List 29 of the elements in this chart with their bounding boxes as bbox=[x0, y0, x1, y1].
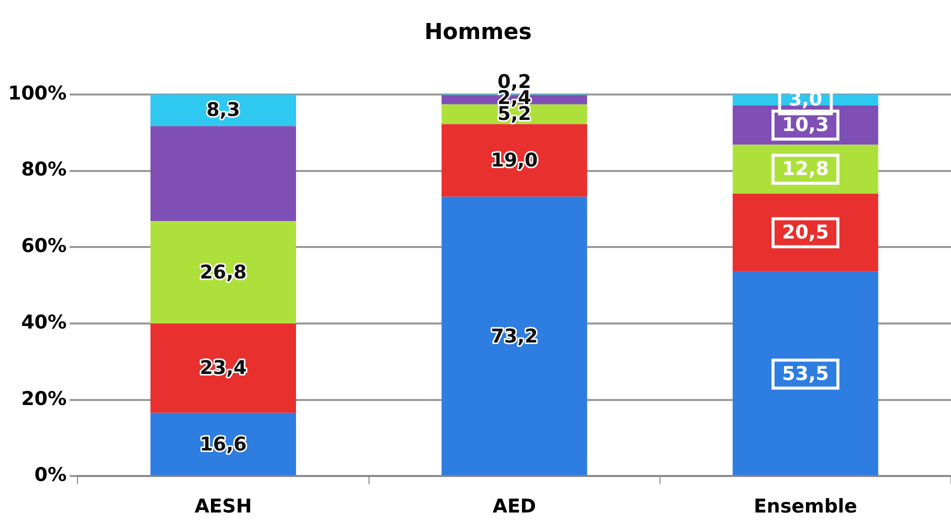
y-tick-label: 100% bbox=[8, 82, 67, 104]
chart-title: Hommes bbox=[424, 20, 532, 45]
x-tick-label: Ensemble bbox=[754, 496, 858, 518]
x-tick-label: AED bbox=[492, 496, 536, 518]
bar bbox=[442, 124, 588, 197]
data-label: 20,5 bbox=[782, 222, 829, 244]
data-label: 23,4 bbox=[200, 357, 247, 380]
data-label: 8,3 bbox=[206, 99, 240, 122]
y-tick-label: 0% bbox=[34, 464, 67, 486]
y-tick-label: 40% bbox=[21, 311, 67, 334]
bar bbox=[150, 126, 296, 222]
bar bbox=[150, 323, 296, 413]
y-tick-label: 60% bbox=[21, 235, 67, 258]
data-label: 73,2 bbox=[490, 325, 538, 348]
data-label: 26,8 bbox=[200, 261, 247, 284]
y-tick-label: 20% bbox=[21, 388, 67, 410]
bar bbox=[732, 194, 878, 272]
data-label: 12,8 bbox=[782, 158, 829, 180]
bar bbox=[732, 272, 878, 476]
data-label: 10,3 bbox=[782, 114, 829, 136]
data-label: 53,5 bbox=[782, 363, 829, 386]
bar bbox=[150, 412, 296, 476]
bar bbox=[732, 144, 878, 194]
y-tick-label: 80% bbox=[21, 158, 67, 181]
data-label: 19,0 bbox=[490, 149, 538, 172]
bar bbox=[442, 196, 588, 476]
bar bbox=[150, 221, 296, 324]
x-tick-label: AESH bbox=[194, 496, 252, 518]
data-label: 16,6 bbox=[200, 433, 247, 456]
